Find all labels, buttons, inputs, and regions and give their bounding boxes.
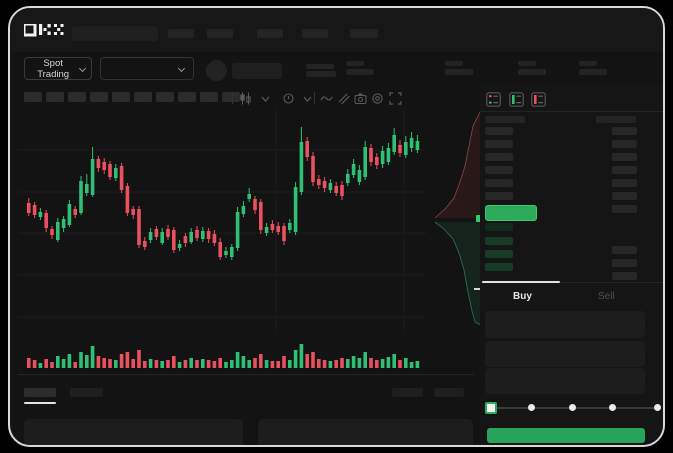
chevron-down-icon	[79, 65, 85, 72]
top-nav-bar	[10, 8, 663, 52]
okx-logo	[24, 24, 64, 37]
timeframe-button-skeleton[interactable]	[68, 92, 86, 102]
interval-icon[interactable]	[282, 92, 295, 105]
ask-row-amount-skeleton[interactable]	[612, 153, 637, 161]
timeframe-button-skeleton[interactable]	[24, 92, 42, 102]
order-total-input[interactable]	[485, 368, 645, 394]
book-bids-icon[interactable]	[509, 92, 524, 107]
slider-stop-dot[interactable]	[609, 404, 616, 411]
ask-row-amount-skeleton[interactable]	[612, 127, 637, 135]
draw-tool-icon[interactable]	[337, 92, 350, 105]
indicator-line-icon[interactable]	[320, 92, 333, 105]
ask-row-skeleton[interactable]	[485, 127, 513, 135]
pair-name-skeleton	[232, 63, 282, 79]
stat-label-skeleton	[579, 61, 597, 66]
timeframe-button-skeleton[interactable]	[112, 92, 130, 102]
chevron-down-icon[interactable]	[259, 92, 272, 105]
bid-row-skeleton[interactable]	[485, 263, 513, 271]
book-asks-icon[interactable]	[531, 92, 546, 107]
timeframe-button-skeleton[interactable]	[200, 92, 218, 102]
tab-buy[interactable]: Buy	[513, 291, 532, 302]
market-type-dropdown[interactable]: Spot Trading	[24, 57, 92, 80]
price-sub-skeleton	[306, 71, 336, 77]
slider-handle[interactable]	[485, 402, 497, 414]
book-all-icon[interactable]	[486, 92, 501, 107]
nav-item-skeleton[interactable]	[350, 29, 378, 38]
slider-stop-dot[interactable]	[528, 404, 535, 411]
candle-type-icon[interactable]	[239, 92, 252, 105]
bid-row-amount-skeleton[interactable]	[612, 246, 637, 254]
nav-item-skeleton[interactable]	[257, 29, 283, 38]
ask-row-skeleton[interactable]	[485, 179, 513, 187]
app-window: Spot Trading	[8, 6, 665, 447]
timeframe-button-skeleton[interactable]	[156, 92, 174, 102]
ask-row-amount-skeleton[interactable]	[612, 140, 637, 148]
orderbook-header-skeleton	[485, 116, 525, 123]
bid-row-amount-skeleton[interactable]	[612, 259, 637, 267]
timeframe-button-skeleton[interactable]	[134, 92, 152, 102]
fullscreen-icon[interactable]	[389, 92, 402, 105]
depth-chart	[434, 108, 481, 328]
tab-sell[interactable]: Sell	[598, 291, 615, 302]
ask-row-skeleton[interactable]	[485, 166, 513, 174]
camera-icon[interactable]	[354, 92, 367, 105]
stat-value-skeleton	[445, 69, 473, 75]
pair-selector-dropdown[interactable]	[100, 57, 194, 80]
buy-tab-underline	[482, 281, 560, 283]
settings-icon[interactable]	[371, 92, 384, 105]
bottom-tab-active[interactable]	[24, 388, 56, 397]
stat-value-skeleton	[579, 69, 607, 75]
nav-item-skeleton[interactable]	[302, 29, 328, 38]
bottom-action-skeleton[interactable]	[434, 388, 464, 397]
bid-row-skeleton[interactable]	[485, 237, 513, 245]
chevron-down-icon[interactable]	[301, 92, 314, 105]
bottom-panel-skeleton	[258, 419, 473, 445]
timeframe-button-skeleton[interactable]	[178, 92, 196, 102]
stat-value-skeleton	[346, 69, 374, 75]
slider-stop-dot[interactable]	[569, 404, 576, 411]
orderbook-header-skeleton	[596, 116, 636, 123]
bid-row-skeleton[interactable]	[485, 250, 513, 258]
timeframe-button-skeleton[interactable]	[222, 92, 240, 102]
timeframe-button-skeleton[interactable]	[90, 92, 108, 102]
stat-label-skeleton	[445, 61, 463, 66]
ask-row-amount-skeleton[interactable]	[612, 179, 637, 187]
bid-row-skeleton[interactable]	[485, 223, 513, 231]
trade-sidebar: Buy Sell	[480, 86, 663, 445]
price-skeleton	[306, 64, 334, 69]
ask-row-amount-skeleton[interactable]	[612, 192, 637, 200]
buy-submit-button[interactable]	[487, 428, 645, 443]
candlestick-chart[interactable]	[18, 108, 426, 374]
amount-slider[interactable]	[485, 402, 661, 414]
bottom-action-skeleton[interactable]	[392, 388, 423, 397]
ask-row-skeleton[interactable]	[485, 192, 513, 200]
search-input[interactable]	[72, 26, 158, 41]
bid-row-amount-skeleton[interactable]	[612, 272, 637, 280]
bottom-tab-underline	[24, 402, 56, 404]
order-amount-input[interactable]	[485, 341, 645, 367]
ask-row-amount-skeleton[interactable]	[612, 166, 637, 174]
stat-value-skeleton	[518, 69, 546, 75]
ask-row-amount-skeleton[interactable]	[612, 205, 637, 213]
ask-row-skeleton[interactable]	[485, 140, 513, 148]
stat-label-skeleton	[346, 61, 364, 66]
coin-avatar	[206, 60, 227, 81]
nav-item-skeleton[interactable]	[168, 29, 194, 38]
ask-row-skeleton[interactable]	[485, 153, 513, 161]
chevron-down-icon	[178, 65, 185, 72]
order-price-input[interactable]	[485, 311, 645, 338]
bottom-panel-skeleton	[24, 419, 243, 445]
slider-stop-dot[interactable]	[654, 404, 661, 411]
orderbook-last-price[interactable]	[485, 205, 537, 221]
bottom-tab[interactable]	[70, 388, 103, 397]
stat-label-skeleton	[518, 61, 536, 66]
market-type-label: Spot Trading	[37, 57, 70, 80]
timeframe-button-skeleton[interactable]	[46, 92, 64, 102]
nav-item-skeleton[interactable]	[207, 29, 233, 38]
